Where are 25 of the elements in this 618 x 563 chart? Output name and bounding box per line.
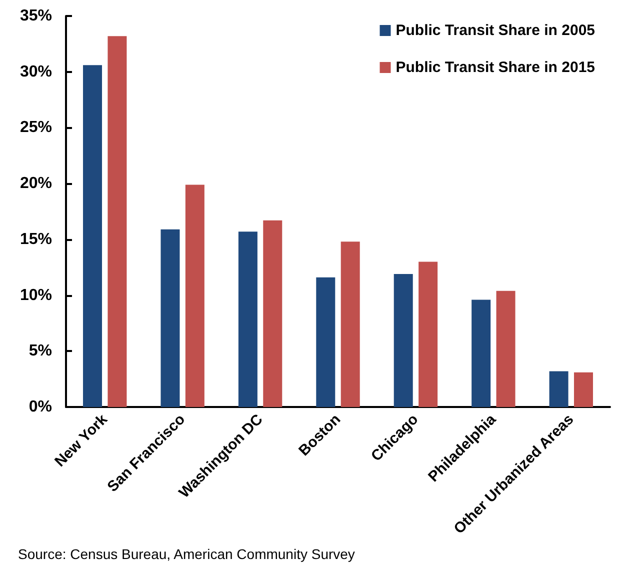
bar xyxy=(394,274,413,407)
y-tick-label: 30% xyxy=(20,63,52,80)
source-note: Source: Census Bureau, American Community Survey xyxy=(18,546,355,562)
bar xyxy=(263,220,282,407)
bar xyxy=(574,372,593,407)
y-tick-label: 5% xyxy=(28,342,52,360)
y-tick-label: 0% xyxy=(28,398,52,416)
y-tick-label: 35% xyxy=(20,8,52,24)
legend-label: Public Transit Share in 2005 xyxy=(396,22,595,39)
bar xyxy=(185,184,204,407)
bar xyxy=(496,290,516,407)
bar xyxy=(83,65,102,407)
bar xyxy=(316,277,336,407)
bar xyxy=(340,242,360,407)
legend-label: Public Transit Share in 2015 xyxy=(396,59,595,76)
y-tick-label: 10% xyxy=(20,286,52,304)
bar xyxy=(549,371,568,407)
bar xyxy=(160,229,180,407)
y-tick-label: 25% xyxy=(20,119,52,136)
y-tick-label: 20% xyxy=(20,175,52,192)
bar xyxy=(472,300,491,407)
bar xyxy=(108,36,127,407)
bar xyxy=(238,232,258,407)
bar xyxy=(418,262,438,407)
y-tick-label: 15% xyxy=(20,230,52,248)
